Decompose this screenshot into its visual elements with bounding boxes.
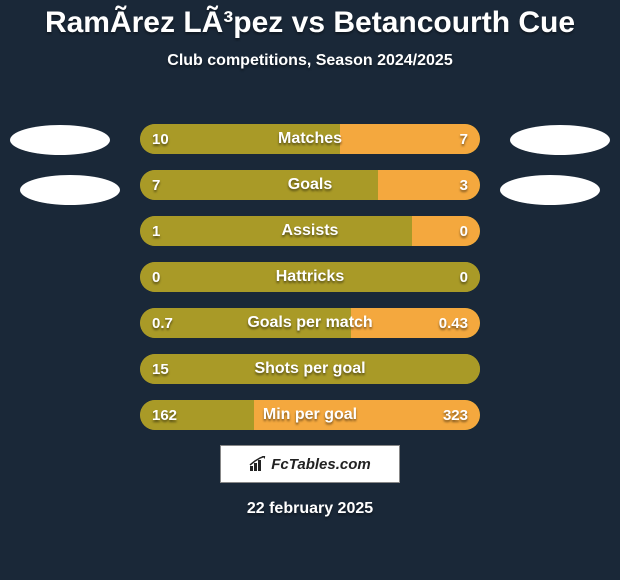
stat-row: 15Shots per goal (140, 354, 480, 384)
player-left-avatar-shape (10, 125, 110, 155)
page-title: RamÃ­rez LÃ³pez vs Betancourth Cue (0, 0, 620, 40)
stat-value-right: 0 (460, 216, 468, 246)
stat-row: 107Matches (140, 124, 480, 154)
comparison-bars: 107Matches73Goals10Assists00Hattricks0.7… (140, 124, 480, 446)
stat-value-left: 0 (152, 262, 160, 292)
player-left-avatar-shadow (20, 175, 120, 205)
stat-row: 162323Min per goal (140, 400, 480, 430)
chart-up-icon (249, 456, 267, 472)
source-logo-text: FcTables.com (271, 456, 370, 473)
stat-value-right: 0.43 (439, 308, 468, 338)
date-caption: 22 february 2025 (0, 500, 620, 518)
stat-row: 10Assists (140, 216, 480, 246)
stat-value-right: 323 (443, 400, 468, 430)
stat-value-left: 1 (152, 216, 160, 246)
stat-value-left: 15 (152, 354, 169, 384)
stat-row: 73Goals (140, 170, 480, 200)
player-right-avatar-shadow (500, 175, 600, 205)
stat-value-left: 7 (152, 170, 160, 200)
stat-fill-left (140, 170, 378, 200)
stat-value-right: 7 (460, 124, 468, 154)
subtitle: Club competitions, Season 2024/2025 (0, 52, 620, 70)
stat-value-left: 0.7 (152, 308, 173, 338)
stat-value-left: 162 (152, 400, 177, 430)
stat-row: 00Hattricks (140, 262, 480, 292)
source-logo: FcTables.com (220, 445, 400, 483)
stat-fill-right (412, 216, 480, 246)
stat-fill-left (140, 216, 412, 246)
stat-value-right: 0 (460, 262, 468, 292)
stat-fill-left (140, 262, 480, 292)
stat-value-left: 10 (152, 124, 169, 154)
stat-value-right: 3 (460, 170, 468, 200)
stat-fill-left (140, 124, 340, 154)
player-right-avatar-shape (510, 125, 610, 155)
stat-row: 0.70.43Goals per match (140, 308, 480, 338)
stat-fill-left (140, 354, 480, 384)
